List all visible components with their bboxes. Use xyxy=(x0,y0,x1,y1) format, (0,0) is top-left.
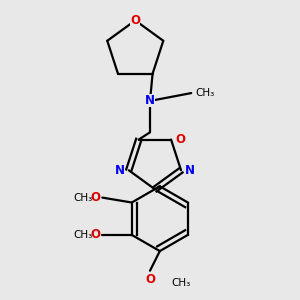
Text: N: N xyxy=(115,164,125,177)
Text: CH₃: CH₃ xyxy=(172,278,191,287)
Text: O: O xyxy=(175,133,185,146)
Text: N: N xyxy=(185,164,195,177)
Text: O: O xyxy=(145,273,155,286)
Text: N: N xyxy=(145,94,155,107)
Text: CH₃: CH₃ xyxy=(73,230,92,240)
Text: CH₃: CH₃ xyxy=(195,88,214,98)
Text: CH₃: CH₃ xyxy=(73,193,92,202)
Text: O: O xyxy=(90,228,100,242)
Text: O: O xyxy=(130,14,140,27)
Text: O: O xyxy=(90,191,100,204)
